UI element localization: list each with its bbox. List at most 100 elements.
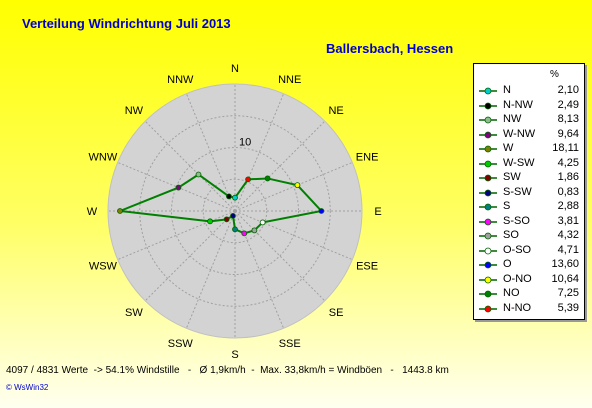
direction-label-e: E xyxy=(374,206,381,218)
legend-item-w-nw: W-NW 9,64 xyxy=(479,128,579,142)
legend-item-so: SO 4,32 xyxy=(479,229,579,243)
ring-label: 10 xyxy=(239,137,251,149)
data-point-n xyxy=(232,194,238,201)
spoke-nne xyxy=(234,93,285,212)
legend-value: 0,83 xyxy=(557,185,579,198)
legend-value: 4,71 xyxy=(557,243,579,256)
direction-label-wsw: WSW xyxy=(89,261,118,273)
direction-label-wnw: WNW xyxy=(89,151,118,163)
direction-label-w: W xyxy=(87,206,98,218)
direction-label-ne: NE xyxy=(328,105,343,117)
spoke-ssw xyxy=(185,210,236,329)
legend-label: NW xyxy=(503,113,522,125)
legend-label: W xyxy=(503,142,514,154)
spoke-ene xyxy=(234,161,353,212)
legend-marker xyxy=(479,218,497,225)
software-credit: © WsWin32 xyxy=(6,383,49,392)
legend-marker xyxy=(479,116,497,124)
spoke-wsw xyxy=(117,210,236,261)
legend-label: SO xyxy=(503,229,519,241)
spoke-ese xyxy=(234,210,353,261)
ring-10 xyxy=(171,147,299,275)
direction-label-nnw: NNW xyxy=(167,74,194,86)
data-point-s xyxy=(232,226,238,233)
data-point-ene xyxy=(294,182,301,189)
direction-label-nne: NNE xyxy=(278,74,301,86)
legend-value: 8,13 xyxy=(557,113,579,125)
legend-item-n-nw: N-NW 2,49 xyxy=(479,99,579,113)
legend-marker xyxy=(479,290,497,298)
ring-15 xyxy=(139,115,331,307)
legend-marker xyxy=(479,189,497,196)
data-point-ese xyxy=(259,219,266,226)
legend-value: 18,11 xyxy=(552,142,579,154)
direction-label-ene: ENE xyxy=(356,151,379,163)
legend-label: W-SW xyxy=(503,156,535,169)
legend: % N 2,10 N-NW 2,49 NW 8,13 W-NW 9,64 W 18,11 W-SW 4… xyxy=(473,63,585,320)
legend-marker xyxy=(479,261,497,269)
data-point-wnw xyxy=(175,184,182,191)
legend-marker xyxy=(479,247,497,254)
ring-5 xyxy=(202,178,268,244)
legend-value: 2,88 xyxy=(557,200,579,212)
chart-title: Verteilung Windrichtung Juli 2013 xyxy=(22,16,231,31)
location-label: Ballersbach, Hessen xyxy=(326,41,454,56)
data-point-nnw xyxy=(226,193,232,200)
legend-marker xyxy=(479,232,497,240)
spoke-wnw xyxy=(117,161,236,212)
spoke-ne xyxy=(234,120,326,212)
legend-item-w-sw: W-SW 4,25 xyxy=(479,157,579,171)
legend-marker xyxy=(479,145,497,153)
legend-label: N-NO xyxy=(503,301,532,314)
data-point-ssw xyxy=(230,212,236,219)
legend-label: NO xyxy=(503,287,520,299)
legend-marker xyxy=(479,87,497,95)
direction-label-sse: SSE xyxy=(279,338,301,350)
legend-marker xyxy=(479,131,497,138)
legend-label: O-SO xyxy=(503,243,532,256)
legend-item-o-so: O-SO 4,71 xyxy=(479,244,579,258)
legend-value: 2,49 xyxy=(557,98,579,111)
legend-value: 4,32 xyxy=(557,229,579,241)
legend-item-o: O 13,60 xyxy=(479,258,579,272)
legend-value: 13,60 xyxy=(551,258,579,270)
spoke-sse xyxy=(234,210,285,329)
legend-marker xyxy=(479,305,497,312)
legend-item-w: W 18,11 xyxy=(479,142,579,156)
spoke-nw xyxy=(144,120,236,212)
legend-value: 3,81 xyxy=(557,214,579,227)
direction-label-ese: ESE xyxy=(356,261,378,273)
data-point-nne xyxy=(245,176,251,183)
direction-label-se: SE xyxy=(329,307,344,319)
data-point-sw xyxy=(223,216,230,223)
legend-marker xyxy=(479,174,497,182)
spoke-nnw xyxy=(185,93,236,212)
data-point-sse xyxy=(241,230,248,237)
legend-label: O-NO xyxy=(503,272,532,285)
legend-item-o-no: O-NO 10,64 xyxy=(479,273,579,287)
legend-value: 5,39 xyxy=(557,301,579,314)
stats-footer: 4097 / 4831 Werte -> 54.1% Windstille - … xyxy=(6,365,449,376)
legend-value: 10,64 xyxy=(551,272,579,285)
legend-item-s-sw: S-SW 0,83 xyxy=(479,186,579,200)
legend-item-s-so: S-SO 3,81 xyxy=(479,215,579,229)
legend-label: O xyxy=(503,258,512,270)
legend-label: S-SW xyxy=(503,185,532,198)
legend-item-nw: NW 8,13 xyxy=(479,113,579,127)
legend-label: N xyxy=(503,84,511,96)
legend-item-no: NO 7,25 xyxy=(479,287,579,301)
legend-label: W-NW xyxy=(503,127,536,140)
direction-label-s: S xyxy=(231,349,238,361)
direction-label-sw: SW xyxy=(125,307,143,319)
legend-item-sw: SW 1,86 xyxy=(479,171,579,185)
legend-value: 2,10 xyxy=(557,84,579,96)
legend-unit: % xyxy=(550,69,559,80)
legend-item-s: S 2,88 xyxy=(479,200,579,214)
data-point-w xyxy=(117,208,123,214)
legend-marker xyxy=(479,203,497,211)
legend-value: 1,86 xyxy=(557,171,579,183)
data-point-wsw xyxy=(207,218,213,225)
legend-item-n: N 2,10 xyxy=(479,84,579,98)
data-point-e xyxy=(318,208,325,214)
